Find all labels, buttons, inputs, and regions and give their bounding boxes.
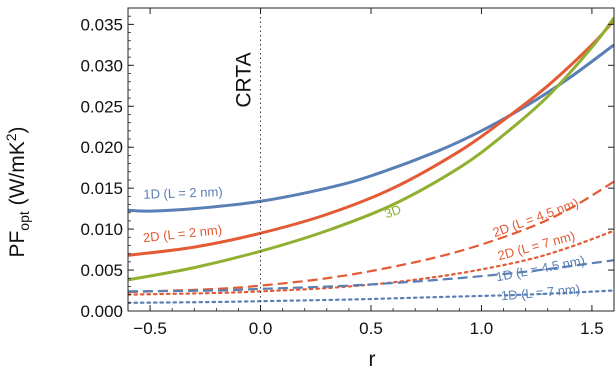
- curve-label: 1D (L = 7 nm): [500, 281, 580, 303]
- y-axis-label-prefix: PF: [6, 231, 29, 258]
- x-axis-ticks: −0.5 0.0 0.5 1.0 1.5: [127, 8, 615, 338]
- y-tick-label: 0.035: [80, 15, 123, 34]
- series-line-1d-l-2-nm: [128, 43, 614, 213]
- x-axis-label: r: [369, 348, 376, 371]
- y-tick-label: 0.015: [80, 179, 123, 198]
- y-axis-ticks: 0.000 0.005 0.010 0.015 0.020 0.025 0.030 0.035: [80, 15, 614, 321]
- series-line-1d-l-4-5-nm: [128, 259, 614, 293]
- curve-label: 2D (L = 2 nm): [142, 222, 222, 245]
- y-tick-label: 0.000: [80, 302, 123, 321]
- series-line-2d-l-7-nm: [128, 229, 614, 296]
- y-tick-label: 0.030: [80, 56, 123, 75]
- y-axis-label-units: (W/mK: [6, 141, 29, 211]
- y-tick-label: 0.025: [80, 97, 123, 116]
- series-lines: [128, 16, 614, 304]
- crta-label: CRTA: [233, 52, 256, 107]
- x-tick-label: 1.0: [470, 319, 494, 338]
- curve-label: 3D: [382, 201, 403, 221]
- x-tick-label: −0.5: [133, 319, 167, 338]
- y-axis-label: PFopt (W/mK2): [3, 126, 32, 257]
- reference-line-group: CRTA: [233, 8, 262, 311]
- y-tick-label: 0.020: [80, 138, 123, 157]
- series-line-3d: [128, 16, 614, 282]
- y-axis-label-close: ): [6, 126, 29, 133]
- series-line-2d-l-4-5-nm: [128, 180, 614, 294]
- series-line-1d-l-7-nm: [128, 289, 614, 304]
- y-tick-label: 0.010: [80, 220, 123, 239]
- x-tick-label: 1.5: [580, 319, 604, 338]
- curve-label: 1D (L = 2 nm): [143, 184, 223, 202]
- series-line-2d-l-2-nm: [128, 19, 614, 257]
- x-tick-label: 0.0: [249, 319, 273, 338]
- y-axis-label-subscript: opt: [16, 211, 32, 231]
- x-tick-label: 0.5: [359, 319, 383, 338]
- y-tick-label: 0.005: [80, 261, 123, 280]
- y-axis-label-superscript: 2: [3, 133, 19, 141]
